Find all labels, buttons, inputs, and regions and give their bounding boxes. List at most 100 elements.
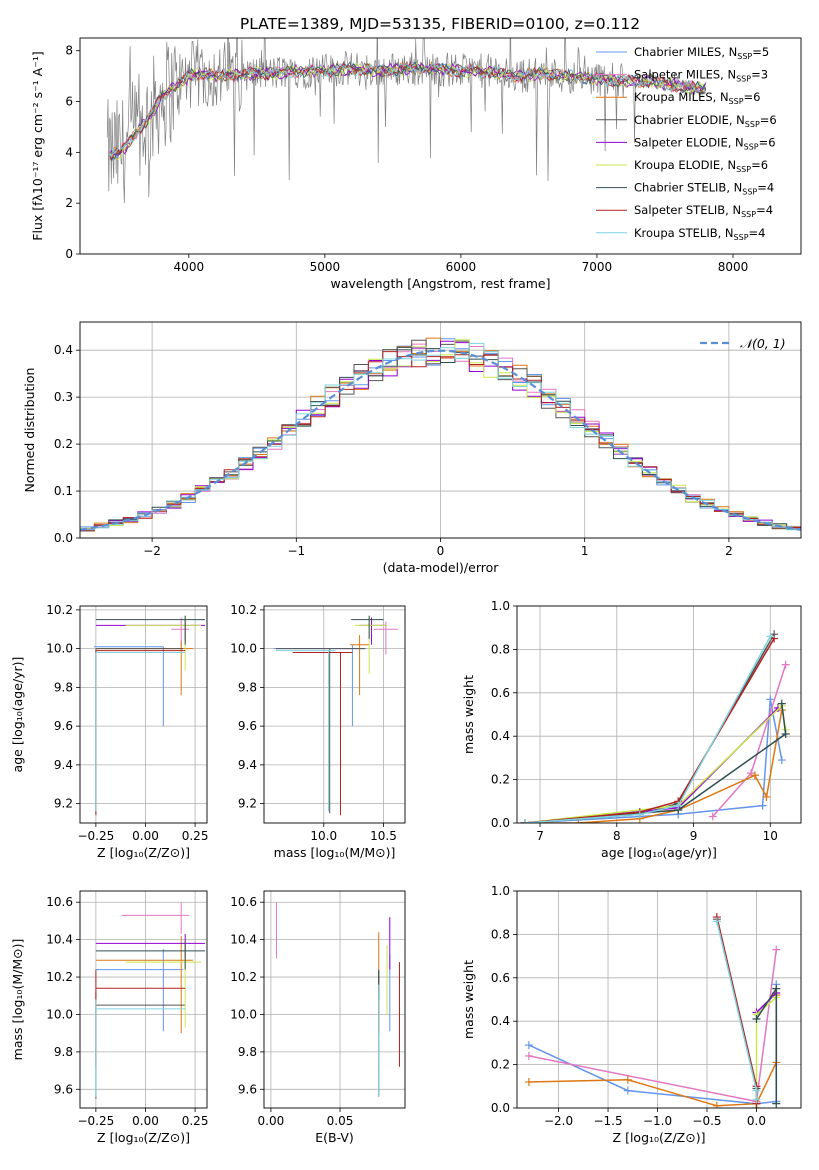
x-tick-label: 7000: [582, 260, 613, 274]
x-tick-label: 0.25: [182, 1114, 209, 1128]
weight-line: [528, 949, 778, 1103]
plot-area-age_vs_mass: [273, 615, 398, 816]
x-tick-label: 0: [437, 544, 445, 558]
error-point: [95, 619, 206, 641]
y-tick-label: 9.4: [54, 758, 73, 772]
weight-line: [524, 703, 787, 823]
y-axis-label: mass [log₁₀(M/M⊙)]: [10, 939, 25, 1061]
axes-weight_vs_Z: −2.0 −1.5 −1.0 −0.5 0.0 0.0 0.2 0.4 0.6 0.8 1.0 Z […: [461, 884, 802, 1145]
x-axis-label: wavelength [Angstrom, rest frame]: [330, 276, 550, 291]
weight-series: [712, 915, 761, 1108]
weight-marker: [524, 1077, 533, 1086]
weight-marker: [674, 801, 683, 810]
y-tick-label: 9.6: [54, 1082, 73, 1096]
y-tick-label: 0.4: [491, 729, 510, 743]
error-point: [95, 941, 206, 970]
y-tick-label: 10.2: [46, 970, 73, 984]
x-tick-label: 0.00: [258, 1114, 285, 1128]
axes-frame: [263, 890, 406, 1109]
axes-spectrum: 4000 5000 6000 7000 8000 0 2 4 6 8 wavelength [Ang…: [30, 37, 802, 291]
y-tick-label: 4: [65, 145, 73, 159]
y-tick-label: 10.6: [230, 895, 257, 909]
model-spectrum: [109, 62, 706, 161]
axes-frame: [263, 605, 406, 824]
error-point: [93, 646, 164, 727]
x-axis-label: Z [log₁₀(Z/Z⊙)]: [97, 1130, 190, 1145]
weight-marker: [712, 1101, 721, 1108]
x-tick-label: 10.0: [310, 829, 337, 843]
weight-marker: [752, 1095, 761, 1104]
y-tick-label: 0.1: [54, 484, 73, 498]
legend-label: 𝒩(0, 1): [740, 336, 786, 351]
y-tick-label: 10.4: [46, 933, 73, 947]
plot-area-age_vs_Z: [93, 615, 206, 816]
y-tick-label: 1.0: [491, 884, 510, 898]
weight-line: [524, 638, 775, 823]
weight-series: [520, 630, 779, 823]
error-point: [275, 648, 366, 814]
weight-line: [524, 633, 775, 823]
y-tick-label: 0.4: [54, 343, 73, 357]
y-tick-label: 10.2: [46, 603, 73, 617]
x-tick-label: 10: [763, 829, 778, 843]
weight-series: [524, 980, 781, 1108]
error-point: [95, 650, 186, 816]
model-spectrum: [109, 60, 707, 158]
plot-area-mass_vs_Z: [95, 902, 206, 1099]
x-tick-label: 5000: [310, 260, 341, 274]
x-axis-label: age [log₁₀(age/yr)]: [601, 845, 717, 860]
weight-marker: [777, 699, 786, 708]
axes-age_vs_Z: −0.25 0.00 0.25 9.2 9.4 9.6 9.8 10.0 10.2 Z [log₁…: [10, 603, 208, 860]
weight-marker: [766, 695, 775, 704]
weight-line: [528, 984, 778, 1105]
legend-label: Kroupa STELIB, NSSP=4: [634, 226, 765, 242]
plot-area-spectrum: [106, 38, 707, 204]
weight-marker: [708, 812, 717, 821]
x-tick-label: 0.25: [182, 829, 209, 843]
x-tick-label: −1.0: [643, 1114, 672, 1128]
weight-line: [524, 699, 783, 823]
y-tick-label: 10.0: [230, 642, 257, 656]
error-point: [95, 999, 186, 1097]
weight-marker: [520, 819, 529, 823]
x-tick-label: −1.5: [593, 1114, 622, 1128]
y-axis-label: age [log₁₀(age/yr)]: [10, 657, 25, 773]
x-tick-label: 4000: [174, 260, 205, 274]
axes-frame: [79, 890, 208, 1109]
y-tick-label: 0.0: [491, 1101, 510, 1115]
x-tick-label: −0.5: [692, 1114, 721, 1128]
weight-marker: [781, 660, 790, 669]
weight-marker: [635, 810, 644, 819]
axes-frame: [516, 890, 802, 1109]
error-point: [171, 617, 190, 647]
weight-marker: [752, 1086, 761, 1095]
weight-marker: [712, 917, 721, 926]
x-tick-label: 8: [613, 829, 621, 843]
y-axis-label: Normed distribution: [22, 368, 37, 493]
plot-area-mass_vs_ebv: [275, 902, 400, 1097]
figure-title: PLATE=1389, MJD=53135, FIBERID=0100, z=0…: [240, 15, 640, 33]
y-tick-label: 8: [65, 44, 73, 58]
y-tick-label: 9.6: [238, 1082, 257, 1096]
weight-marker: [766, 632, 775, 641]
error-point: [95, 935, 194, 1034]
y-axis-label: mass weight: [461, 675, 476, 754]
y-tick-label: 9.8: [54, 1045, 73, 1059]
weight-series: [752, 984, 781, 1108]
x-axis-label: E(B-V): [315, 1130, 354, 1145]
axes-frame: [79, 605, 208, 824]
y-tick-label: 9.8: [238, 1045, 257, 1059]
error-point: [292, 652, 353, 816]
y-tick-label: 10.2: [230, 603, 257, 617]
weight-marker: [777, 756, 786, 765]
x-tick-label: −1: [287, 544, 305, 558]
plot-area-weight_vs_Z: [524, 913, 781, 1108]
axes-frame: [79, 37, 802, 255]
weight-series: [524, 991, 781, 1108]
x-tick-label: 7: [536, 829, 544, 843]
x-tick-label: 1: [581, 544, 589, 558]
y-tick-label: 9.8: [238, 680, 257, 694]
legend-label: Kroupa ELODIE, NSSP=6: [634, 158, 768, 174]
x-tick-label: 0.0: [747, 1114, 766, 1128]
